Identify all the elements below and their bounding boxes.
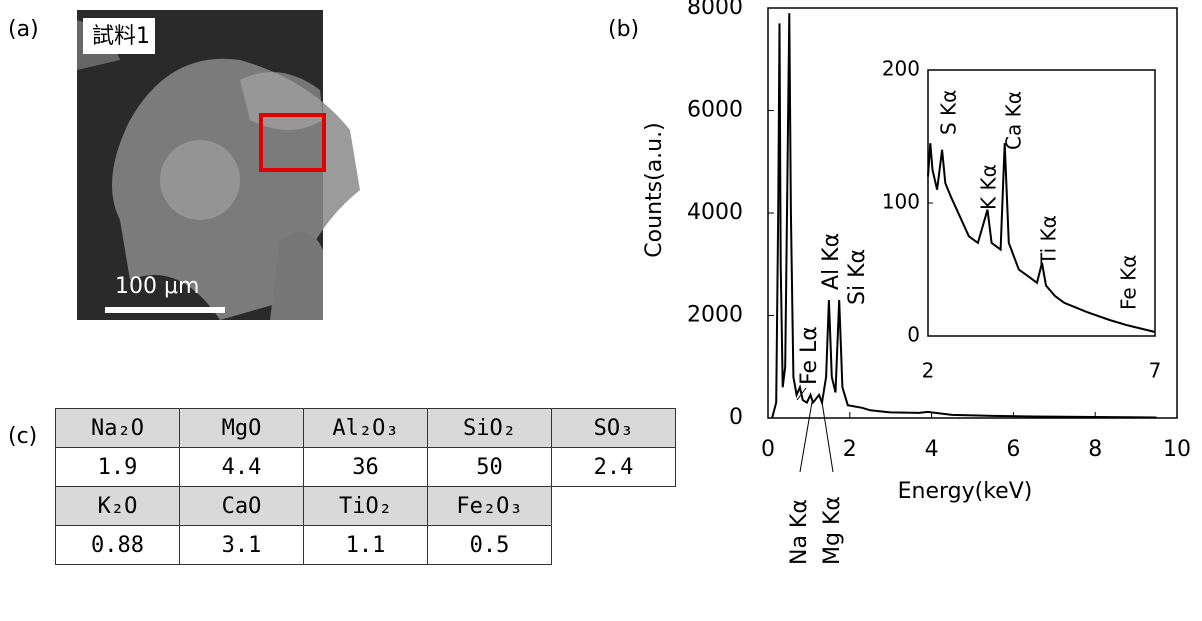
peak-label: K Kα: [977, 164, 1001, 210]
y-tick-label: 4000: [687, 200, 743, 225]
value: 1.1: [303, 525, 428, 565]
panel-label: (c): [8, 424, 37, 449]
peak-label: Al Kα: [819, 233, 844, 290]
peak-label: Mg Kα: [820, 496, 845, 565]
spectrum-line: [927, 143, 1156, 333]
sample-label: 試料1: [92, 24, 150, 49]
x-tick-label: 10: [1163, 437, 1191, 462]
empty: [552, 526, 676, 565]
value: 3.1: [179, 525, 304, 565]
peak-label: Fe Kα: [1117, 255, 1141, 310]
oxide: K₂O: [55, 486, 180, 526]
leader-line: [821, 401, 834, 473]
oxide: Al₂O₃: [303, 408, 428, 448]
x-axis-label: Energy(keV): [898, 479, 1033, 504]
y-tick-label: 2000: [687, 303, 743, 328]
oxide: SO₃: [551, 408, 676, 448]
panel-label: (a): [8, 17, 39, 42]
value: 36: [303, 447, 428, 487]
value: 0.88: [55, 525, 180, 565]
panel-label: (b): [608, 17, 639, 42]
oxide: TiO₂: [303, 486, 428, 526]
x-tick-label: 6: [1006, 437, 1020, 462]
peak-label: Ca Kα: [1002, 91, 1026, 150]
x-tick-label: 2: [843, 437, 857, 462]
oxide: Fe₂O₃: [427, 486, 552, 526]
y-axis-label: Counts(a.u.): [642, 122, 667, 257]
y-tick-label: 0: [729, 405, 743, 430]
spectrum-line: [771, 13, 1157, 419]
empty: [552, 487, 676, 526]
value: 2.4: [551, 447, 676, 487]
scale-bar-label: 100 μm: [115, 274, 199, 299]
peak-label: Na Kα: [787, 499, 812, 565]
x-tick-label: 4: [925, 437, 939, 462]
value: 4.4: [179, 447, 304, 487]
oxide: CaO: [179, 486, 304, 526]
x-tick-label: 7: [1149, 359, 1162, 383]
y-tick-label: 100: [882, 190, 920, 214]
value: 0.5: [427, 525, 552, 565]
peak-label: Fe Lα: [797, 326, 822, 385]
y-tick-label: 200: [882, 57, 920, 81]
peak-label: Si Kα: [845, 249, 870, 305]
x-tick-label: 2: [922, 359, 935, 383]
x-tick-label: 0: [761, 437, 775, 462]
value: 50: [427, 447, 552, 487]
oxide: SiO₂: [427, 408, 552, 448]
peak-label: Ti Kα: [1037, 215, 1061, 266]
leader-line: [799, 401, 813, 473]
y-tick-label: 8000: [687, 0, 743, 20]
x-tick-label: 8: [1088, 437, 1102, 462]
y-tick-label: 0: [907, 323, 920, 347]
composition-table: Na₂O MgO Al₂O₃ SiO₂ SO₃ 1.9 4.4 36 50 2.4 K₂O CaO…: [55, 408, 676, 565]
oxide: Na₂O: [55, 408, 180, 448]
peak-label: S Kα: [937, 90, 961, 135]
y-tick-label: 6000: [687, 98, 743, 123]
value: 1.9: [55, 447, 180, 487]
leader-line: [796, 387, 807, 401]
oxide: MgO: [179, 408, 304, 448]
sem-image: 試料1 100 μm: [77, 10, 360, 320]
